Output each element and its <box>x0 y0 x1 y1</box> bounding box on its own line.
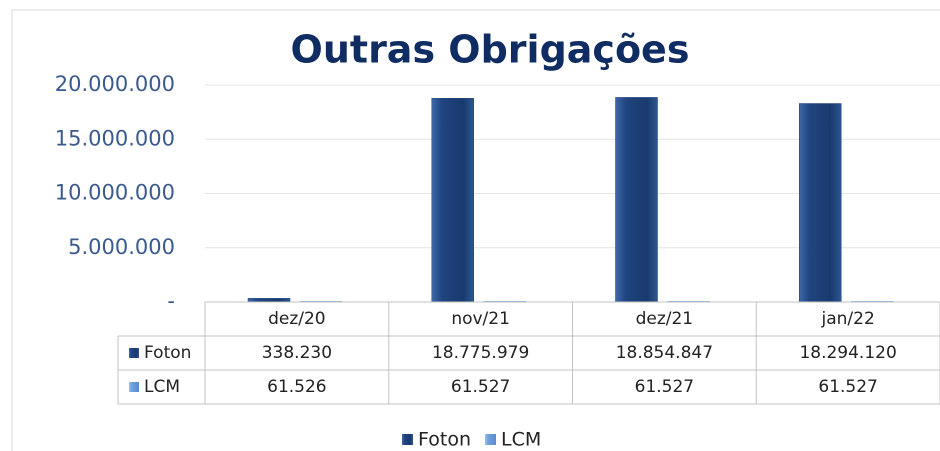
table-value: 338.230 <box>262 343 332 363</box>
table-value: 18.775.979 <box>432 343 529 363</box>
table-value: 61.527 <box>451 377 510 397</box>
x-tick-label: dez/21 <box>636 309 694 329</box>
bar <box>431 98 474 303</box>
bar <box>615 97 658 303</box>
bar <box>799 103 842 303</box>
x-tick-label: dez/20 <box>268 309 326 329</box>
legend-label: Foton <box>418 429 471 451</box>
x-tick-label: jan/22 <box>820 309 874 329</box>
legend-label: LCM <box>501 429 541 451</box>
y-tick-label: 10.000.000 <box>55 181 175 205</box>
table-value: 18.294.120 <box>799 343 896 363</box>
y-tick-label: 20.000.000 <box>55 72 175 96</box>
legend-key <box>129 348 139 358</box>
table-row-label: LCM <box>144 377 180 397</box>
table-value: 18.854.847 <box>616 343 713 363</box>
frame <box>11 9 940 451</box>
y-tick-label: - <box>167 289 175 313</box>
table-row-label: Foton <box>144 343 191 363</box>
y-tick-label: 5.000.000 <box>68 235 175 259</box>
y-tick-label: 15.000.000 <box>55 126 175 150</box>
bar <box>247 298 291 303</box>
table-value: 61.526 <box>267 377 326 397</box>
legend-key <box>485 434 496 445</box>
table-value: 61.527 <box>635 377 694 397</box>
legend-key <box>129 382 139 392</box>
table-value: 61.527 <box>818 377 877 397</box>
legend-key <box>402 434 413 445</box>
chart-title: Outras Obrigações <box>291 28 690 72</box>
x-tick-label: nov/21 <box>451 309 510 329</box>
